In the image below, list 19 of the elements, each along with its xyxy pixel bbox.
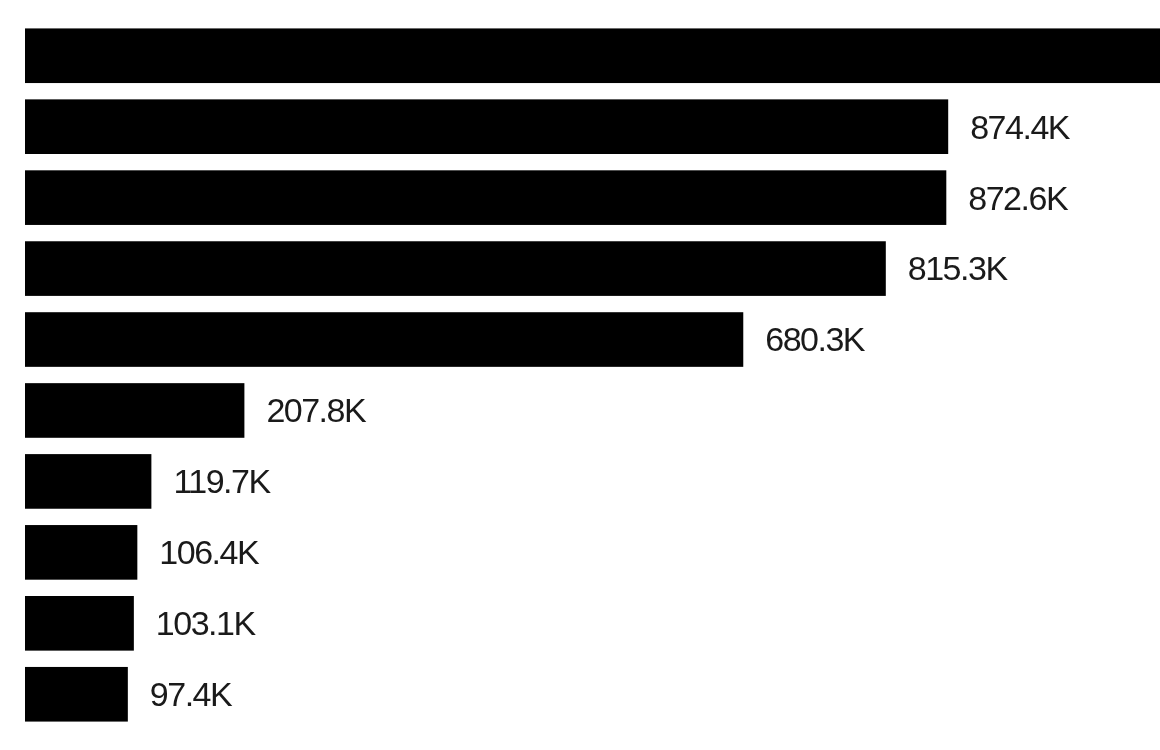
bar [25,454,152,509]
bar [25,99,949,154]
data-label: 119.7K [173,462,272,501]
data-label: 680.3K [765,320,866,359]
data-label: 207.8K [266,391,367,430]
data-label: 815.3K [907,249,1009,288]
bar [25,28,1160,84]
data-label: 106.4K [159,533,260,572]
bar [25,312,744,367]
bar [25,666,128,722]
data-label: 97.4K [149,675,234,714]
bar [25,596,134,651]
data-label: 103.1K [155,604,257,643]
bar [25,241,886,296]
bar [25,170,947,225]
data-label: 874.4K [970,107,1071,146]
data-label: 872.6K [968,178,1069,217]
bar [25,383,245,438]
bar [25,525,138,580]
